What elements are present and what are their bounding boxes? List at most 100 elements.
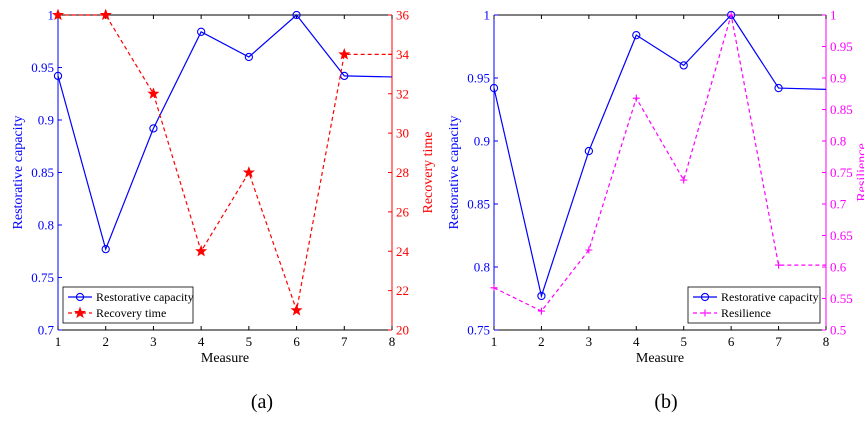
chart-panel-2: 1 2 3 4 5 6 7 8 0.75 0.8 0.85 0.9 0.95 1 0.5 0.55 0.6 0.6… xyxy=(447,8,864,414)
data-point xyxy=(338,48,351,60)
series-resilience xyxy=(490,11,826,315)
series-line xyxy=(58,14,392,313)
left-axis-title: Restorative capacity xyxy=(447,116,462,230)
x-tick-label: 5 xyxy=(246,334,253,349)
right-tick-label: 36 xyxy=(396,8,410,23)
series-line xyxy=(493,14,826,312)
series-recovery-time xyxy=(51,8,392,316)
x-tick-label: 5 xyxy=(680,334,687,349)
legend-marker xyxy=(701,309,709,317)
right-axis-title: Resilience xyxy=(855,143,864,201)
legend-marker xyxy=(73,306,87,319)
data-point xyxy=(196,27,206,36)
x-tick-label: 6 xyxy=(728,334,735,349)
data-point xyxy=(149,124,158,133)
data-point xyxy=(537,307,545,315)
x-tick-label: 8 xyxy=(389,334,396,349)
data-point xyxy=(53,71,63,81)
legend-box xyxy=(62,286,194,324)
left-tick-label: 0.95 xyxy=(31,60,54,75)
right-tick-label: 20 xyxy=(396,323,409,338)
left-tick-label: 0.75 xyxy=(31,270,54,285)
data-point xyxy=(680,176,688,184)
chart-panel-1: 1 2 3 4 5 6 7 80.70.750.80.850.90.9512022242628… xyxy=(11,8,436,414)
right-tick-label: 1 xyxy=(830,8,837,23)
data-point xyxy=(490,284,498,292)
legend-box xyxy=(687,286,821,324)
right-tick-label: 34 xyxy=(396,47,410,62)
data-point xyxy=(195,244,208,257)
data-point xyxy=(242,166,255,178)
legend-marker xyxy=(75,292,85,302)
right-tick-label: 24 xyxy=(396,244,410,259)
left-tick-label: 1 xyxy=(48,8,55,23)
x-tick-label: 6 xyxy=(293,334,300,349)
data-point xyxy=(537,291,546,301)
data-point xyxy=(51,8,65,21)
left-tick-label: 0.8 xyxy=(38,218,54,233)
x-tick-label: 7 xyxy=(775,334,782,349)
series-line xyxy=(57,14,393,252)
legend-entry: Restorative capacity xyxy=(721,290,819,304)
left-tick-label: 0.9 xyxy=(474,134,490,149)
data-point xyxy=(726,10,736,20)
data-point xyxy=(585,246,593,254)
data-point xyxy=(244,52,254,62)
left-tick-label: 0.85 xyxy=(31,165,54,180)
right-tick-label: 0.95 xyxy=(830,39,853,54)
data-point xyxy=(775,261,783,269)
right-tick-label: 0.7 xyxy=(830,197,847,212)
data-point xyxy=(290,303,303,316)
right-tick-label: 0.5 xyxy=(830,323,846,338)
legend-entry: Recovery time xyxy=(96,306,166,320)
data-point xyxy=(99,8,112,21)
series-line xyxy=(493,14,827,299)
right-tick-label: 0.9 xyxy=(830,71,846,86)
right-axis-title: Recovery time xyxy=(421,131,436,213)
left-axis-title: Restorative capacity xyxy=(11,116,26,230)
data-point xyxy=(774,83,783,93)
legend: Restorative capacity Resilience xyxy=(687,286,821,324)
panel-caption: (a) xyxy=(251,391,273,413)
legend: Restorative capacity Recovery time xyxy=(62,286,194,324)
series-restorative-capacity xyxy=(489,10,827,301)
x-tick-label: 1 xyxy=(491,334,498,349)
x-tick-label: 3 xyxy=(150,334,157,349)
data-point xyxy=(679,61,688,70)
right-tick-label: 32 xyxy=(396,86,409,101)
left-tick-label: 0.75 xyxy=(467,323,490,338)
panel-caption: (b) xyxy=(654,391,677,413)
x-tick-label: 7 xyxy=(341,334,348,349)
legend-entry: Restorative capacity xyxy=(96,290,194,304)
x-tick-label: 4 xyxy=(198,334,205,349)
right-tick-label: 22 xyxy=(396,283,409,298)
data-point xyxy=(292,10,301,20)
left-tick-label: 0.8 xyxy=(474,260,490,275)
data-point xyxy=(584,146,594,156)
x-tick-label: 3 xyxy=(586,334,593,349)
data-point xyxy=(147,87,160,99)
data-point xyxy=(101,244,110,254)
left-tick-label: 1 xyxy=(484,8,491,23)
right-tick-label: 30 xyxy=(396,126,409,141)
left-tick-label: 0.85 xyxy=(467,197,490,212)
series-restorative-capacity xyxy=(53,10,393,254)
left-tick-label: 0.9 xyxy=(38,113,54,128)
data-point xyxy=(489,83,499,93)
left-tick-label: 0.95 xyxy=(467,71,490,86)
data-point xyxy=(632,31,641,40)
x-tick-label: 4 xyxy=(633,334,640,349)
right-tick-label: 26 xyxy=(396,204,410,219)
right-tick-label: 0.85 xyxy=(830,102,853,117)
legend-marker xyxy=(700,292,710,302)
x-tick-label: 1 xyxy=(55,334,62,349)
right-tick-label: 0.55 xyxy=(830,291,853,306)
left-tick-label: 0.7 xyxy=(38,323,55,338)
x-tick-label: 2 xyxy=(102,334,109,349)
right-tick-label: 0.8 xyxy=(830,134,846,149)
right-tick-label: 28 xyxy=(396,165,409,180)
x-axis-title: Measure xyxy=(201,351,249,366)
right-tick-label: 0.65 xyxy=(830,228,853,243)
x-tick-label: 8 xyxy=(823,334,830,349)
